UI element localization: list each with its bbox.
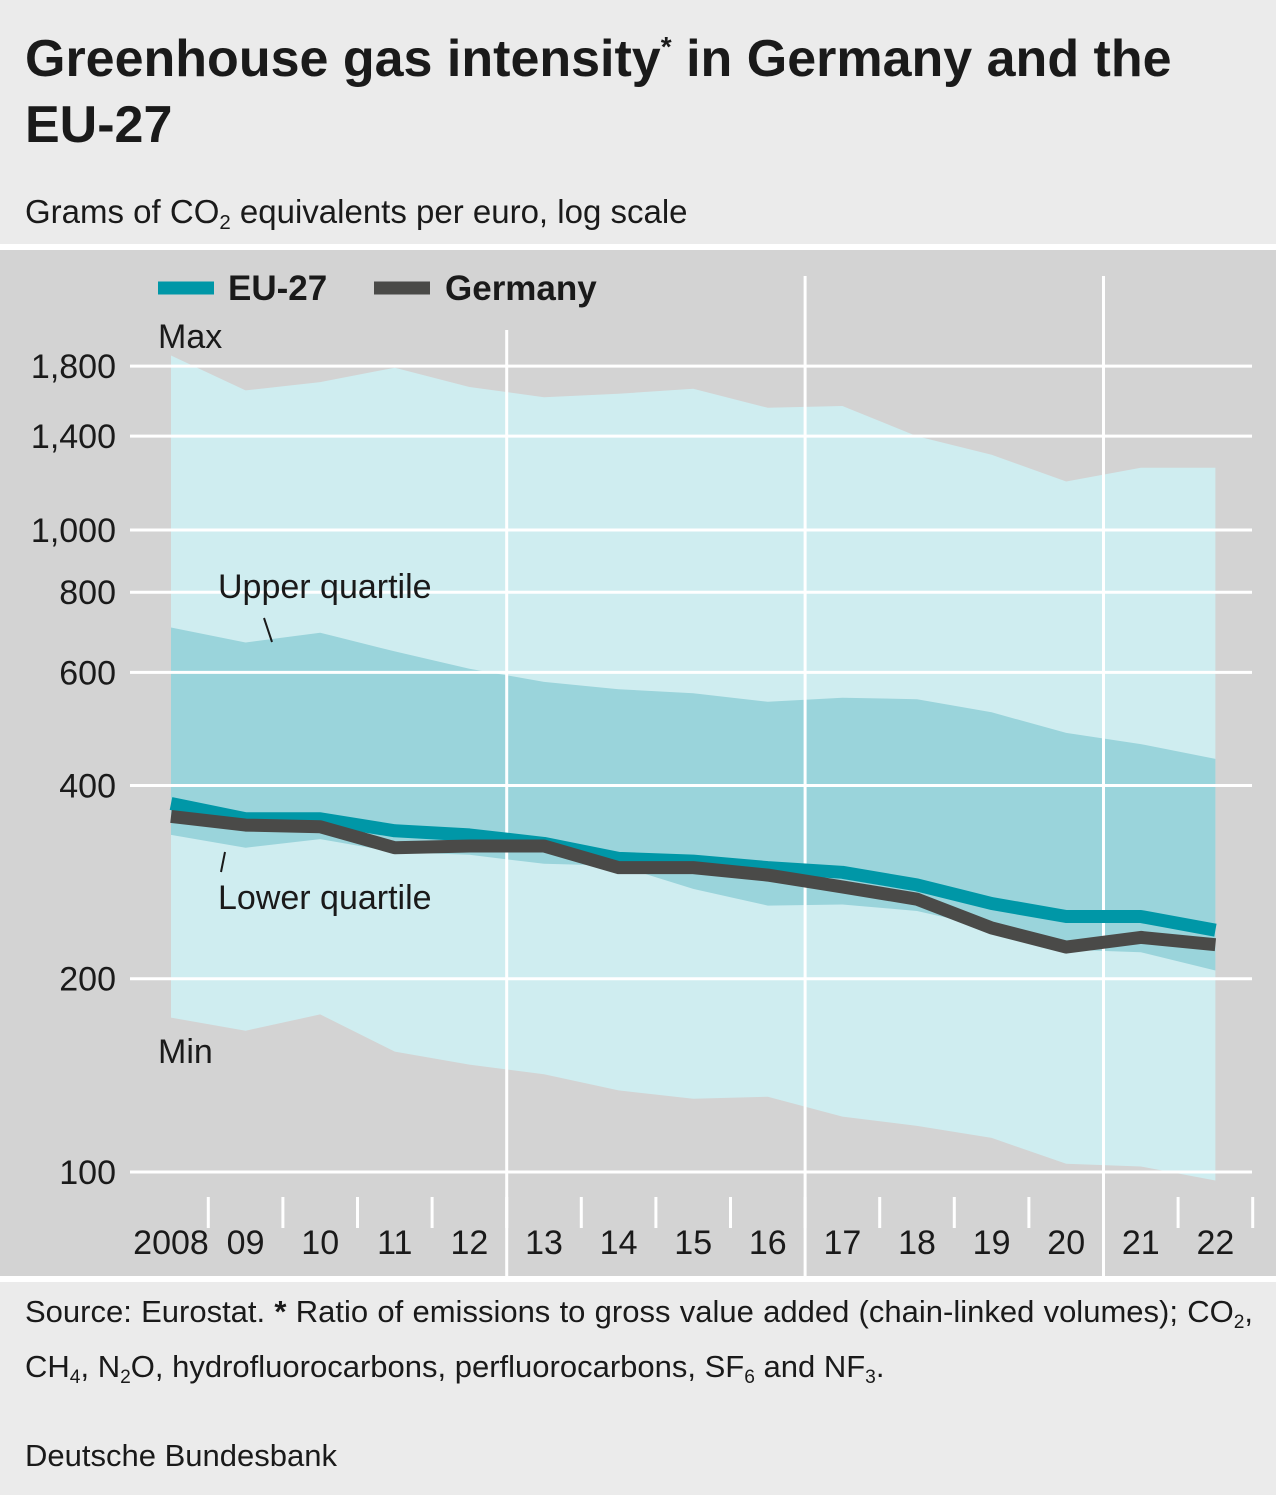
chart-svg: 100 200 400 600 800 1,000 1,400 1,800 2008 09 10 11… bbox=[31, 269, 1255, 1276]
chart-subtitle: Grams of CO2 equivalents per euro, log s… bbox=[25, 193, 688, 234]
y-tick-label: 100 bbox=[59, 1154, 116, 1192]
x-tick-label: 22 bbox=[1196, 1224, 1234, 1262]
annotation-lower-quartile: Lower quartile bbox=[218, 879, 432, 917]
interquartile-band bbox=[171, 627, 1216, 971]
x-tick-label: 19 bbox=[973, 1224, 1011, 1262]
y-tick-label: 1,400 bbox=[31, 418, 116, 456]
x-tick-label: 15 bbox=[674, 1224, 712, 1262]
grid-layer bbox=[130, 276, 1255, 1276]
bands-layer bbox=[171, 355, 1216, 1181]
lower-quartile-leader bbox=[220, 851, 226, 873]
y-tick-label: 200 bbox=[59, 961, 116, 999]
chart-title: Greenhouse gas intensity* in Germany and… bbox=[25, 30, 1172, 154]
x-tick-label: 09 bbox=[227, 1224, 265, 1262]
germany-line bbox=[170, 809, 1217, 954]
x-tick-label: 10 bbox=[301, 1224, 339, 1262]
y-tick-label: 400 bbox=[59, 767, 116, 805]
labels-layer: 100 200 400 600 800 1,000 1,400 1,800 2008 09 10 11… bbox=[31, 269, 1234, 1262]
series-layer bbox=[169, 797, 1217, 954]
legend: EU-27 Germany bbox=[158, 269, 597, 308]
y-tick-label: 1,800 bbox=[31, 348, 116, 386]
chart-panel: 100 200 400 600 800 1,000 1,400 1,800 2008 09 10 11… bbox=[0, 244, 1276, 1282]
x-tick-label: 20 bbox=[1047, 1224, 1085, 1262]
x-tick-label: 11 bbox=[377, 1224, 412, 1262]
y-tick-label: 1,000 bbox=[31, 512, 116, 550]
y-tick-label: 800 bbox=[59, 574, 116, 612]
x-tick-label: 2008 bbox=[133, 1224, 209, 1262]
x-tick-label: 13 bbox=[525, 1224, 563, 1262]
annotation-max: Max bbox=[158, 318, 222, 356]
upper-quartile-leader bbox=[263, 617, 273, 643]
legend-label-germany: Germany bbox=[445, 269, 597, 308]
source-footnote: Source: Eurostat. * Ratio of emissions t… bbox=[25, 1294, 1254, 1388]
x-tick-label: 12 bbox=[450, 1224, 488, 1262]
annotation-upper-quartile: Upper quartile bbox=[218, 568, 432, 606]
annotation-min: Min bbox=[158, 1033, 213, 1071]
x-tick-label: 17 bbox=[823, 1224, 861, 1262]
legend-label-eu27: EU-27 bbox=[228, 269, 327, 308]
y-tick-label: 600 bbox=[59, 654, 116, 692]
x-tick-label: 14 bbox=[600, 1224, 638, 1262]
x-tick-label: 18 bbox=[898, 1224, 936, 1262]
publisher-credit: Deutsche Bundesbank bbox=[25, 1438, 337, 1473]
x-tick-label: 16 bbox=[749, 1224, 787, 1262]
x-tick-label: 21 bbox=[1122, 1224, 1160, 1262]
